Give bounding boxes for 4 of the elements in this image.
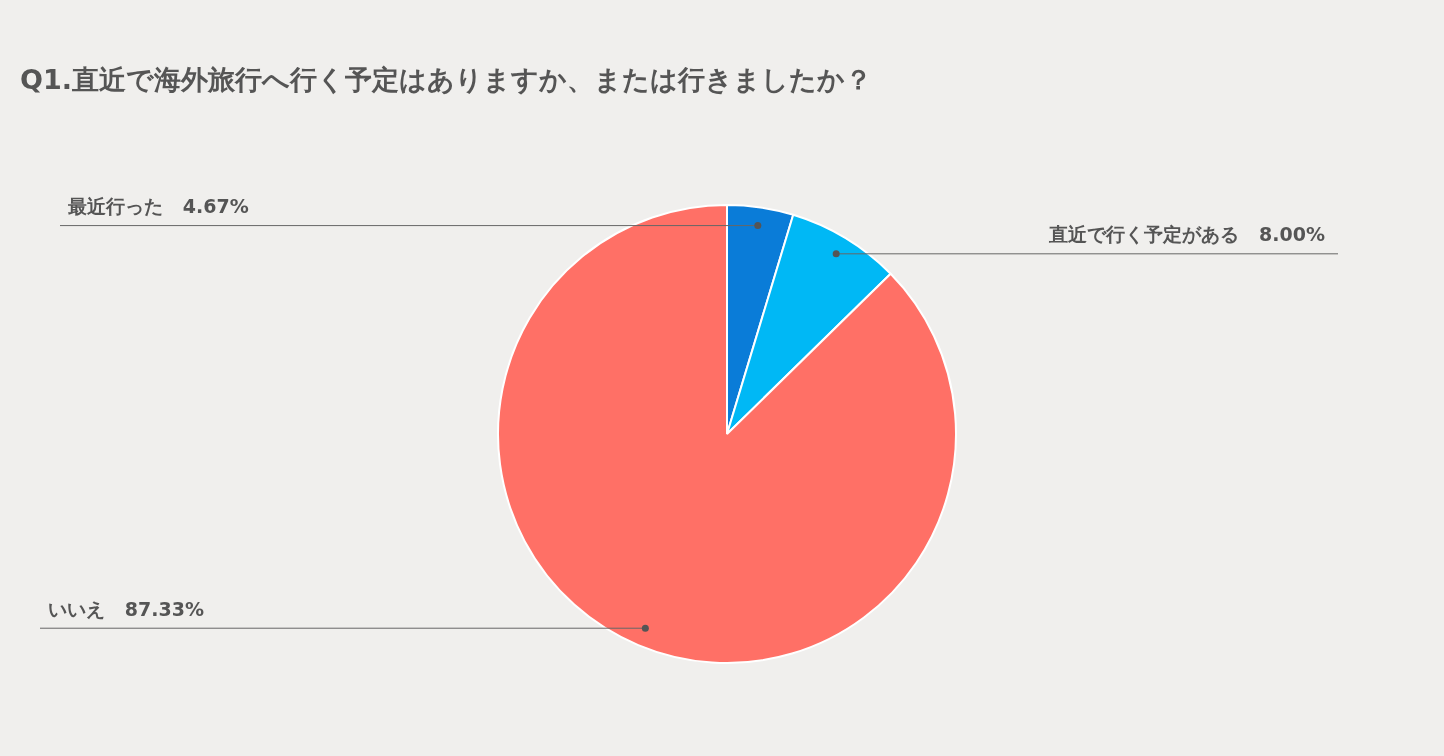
slice-label: いいえ 87.33% <box>48 597 204 620</box>
slice-label: 直近で行く予定がある 8.00% <box>1048 223 1325 246</box>
slice-label: 最近行った 4.67% <box>67 195 249 218</box>
chart-title: Q1.直近で海外旅行へ行く予定はありますか、または行きましたか？ <box>20 63 872 97</box>
